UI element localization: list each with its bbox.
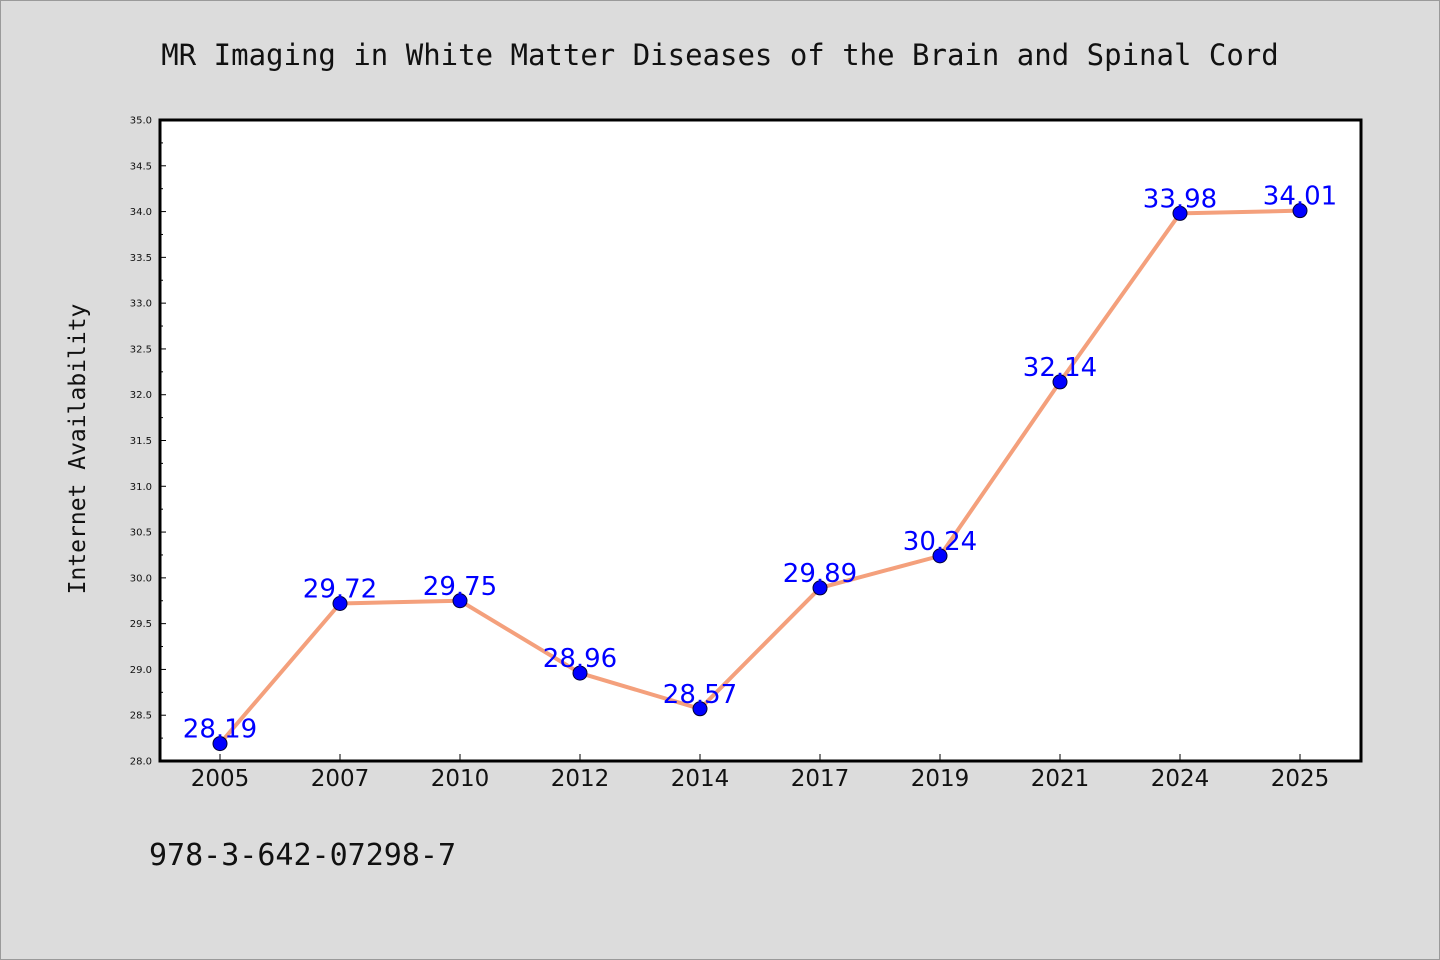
data-label: 28.57	[663, 680, 737, 710]
y-tick-label: 29.0	[130, 665, 152, 676]
y-tick-label: 31.5	[130, 436, 152, 447]
data-point	[212, 736, 228, 752]
y-tick-label: 32.5	[130, 344, 152, 355]
data-point	[332, 595, 348, 611]
data-label: 34.01	[1263, 182, 1337, 212]
x-tick-label: 2014	[671, 766, 730, 792]
x-tick-label: 2025	[1271, 766, 1330, 792]
plot-area	[158, 118, 1363, 763]
data-label: 28.19	[183, 715, 257, 745]
y-tick-label: 34.0	[130, 207, 152, 218]
y-tick-label: 35.0	[130, 116, 152, 127]
y-tick-label: 30.0	[130, 573, 152, 584]
x-tick-label: 2019	[911, 766, 970, 792]
data-point	[932, 548, 948, 564]
data-label: 29.75	[423, 572, 497, 602]
series-line	[218, 208, 1302, 746]
y-tick-label: 28.0	[130, 757, 152, 768]
data-point	[452, 593, 468, 609]
y-tick-label: 29.5	[130, 619, 152, 630]
x-tick-label: 2012	[551, 766, 610, 792]
isbn-footer: 978-3-642-07298-7	[149, 838, 456, 873]
data-label: 33.98	[1143, 184, 1217, 214]
y-axis: 28.0 28.5 29.0 29.5 30.0 30.5 31.0 31.5 32.0 32.5…	[130, 116, 166, 768]
data-label: 30.24	[903, 527, 977, 557]
data-point	[1292, 203, 1308, 219]
data-point	[812, 580, 828, 596]
x-tick-label: 2005	[191, 766, 250, 792]
x-tick-label: 2007	[311, 766, 370, 792]
y-axis-label: Internet Availability	[65, 304, 91, 595]
x-tick-label: 2021	[1031, 766, 1090, 792]
data-label: 32.14	[1023, 353, 1097, 383]
y-tick-label: 33.5	[130, 253, 152, 264]
y-tick-label: 31.0	[130, 482, 152, 493]
x-tick-label: 2010	[431, 766, 490, 792]
data-label: 29.89	[783, 559, 857, 589]
data-point	[1172, 205, 1188, 221]
x-tick-label: 2024	[1151, 766, 1210, 792]
y-tick-label: 28.5	[130, 711, 152, 722]
data-point	[1052, 374, 1068, 390]
chart-title: MR Imaging in White Matter Diseases of t…	[161, 38, 1278, 72]
data-point	[692, 701, 708, 717]
data-label: 28.96	[543, 644, 617, 674]
data-label: 29.72	[303, 574, 377, 604]
y-tick-label: 32.0	[130, 390, 152, 401]
y-tick-label: 34.5	[130, 161, 152, 172]
x-axis: 2005 2007 2010 2012 2014 2017 2019 2021 2024 2025	[191, 754, 1330, 792]
y-tick-label: 33.0	[130, 299, 152, 310]
data-point	[572, 665, 588, 681]
series-layer: 28.19 29.72 29.75 28.96 28.57 29.89 30.24 32.14…	[183, 182, 1337, 752]
x-tick-label: 2017	[791, 766, 850, 792]
y-tick-label: 30.5	[130, 528, 152, 539]
